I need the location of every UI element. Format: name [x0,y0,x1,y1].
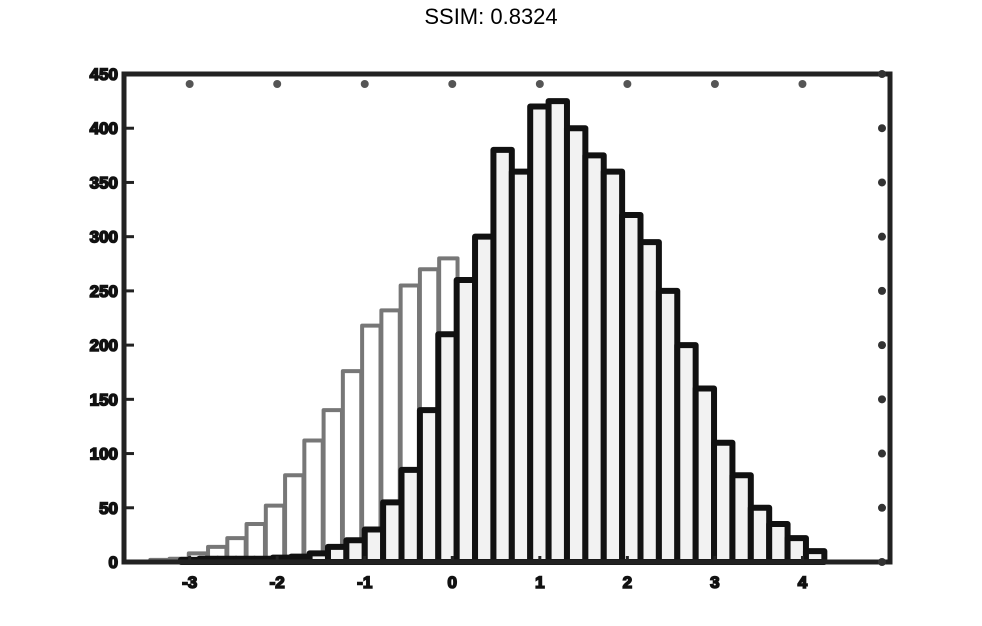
y-tick-label: 50 [99,499,118,518]
histogram-bar [263,503,287,564]
y-tick-label: 450 [90,65,118,84]
x-tick-label: 2 [623,573,632,592]
x-tick-label: -1 [357,573,372,592]
x-tick-top [448,80,457,88]
histogram-bar [321,408,344,564]
chart-title: SSIM: 0.8324 [424,4,558,29]
bars-layer [148,98,828,566]
x-tick-label: 0 [448,573,457,592]
y-tick-label: 350 [90,173,118,192]
y-tick-right [878,558,886,566]
x-tick-label: -3 [182,573,197,592]
y-tick-right [878,395,886,404]
axes-frame [121,71,893,565]
x-tick-top [360,80,369,88]
y-tick-right [878,70,886,78]
y-tick-right [878,124,886,133]
histogram-bar [340,369,364,565]
y-tick-label: 400 [90,119,118,138]
x-tick-label: 4 [798,573,808,592]
histogram-bar [302,438,325,565]
y-tick-right [878,341,886,350]
histogram-series-1 [177,98,828,566]
tick-labels-layer: -3 -2 -1 0 1 2 3 4 0 50 100 150 200 250 300 350 400 450 [89,64,809,593]
y-tick-label: 0 [109,553,118,572]
x-tick-label: 3 [710,573,719,592]
x-tick-top [798,80,807,88]
x-tick-label: -2 [270,573,285,592]
x-tick-top [273,80,282,88]
y-tick-label: 300 [90,228,118,247]
y-tick-label: 200 [90,336,118,355]
x-tick-top [185,80,194,88]
y-tick-label: 250 [90,282,118,301]
y-tick-label: 150 [90,390,118,409]
x-tick-label: 1 [535,573,544,592]
y-tick-label: 100 [90,445,118,464]
x-tick-top [710,80,719,88]
y-tick-right [878,503,886,512]
y-tick-right [878,178,886,187]
y-tick-right [878,286,886,295]
ticks-layer [124,70,886,566]
histogram-bar [283,473,306,564]
x-tick-top [623,80,632,88]
y-tick-right [878,449,886,458]
x-tick-top [535,80,544,88]
y-tick-right [878,232,886,241]
